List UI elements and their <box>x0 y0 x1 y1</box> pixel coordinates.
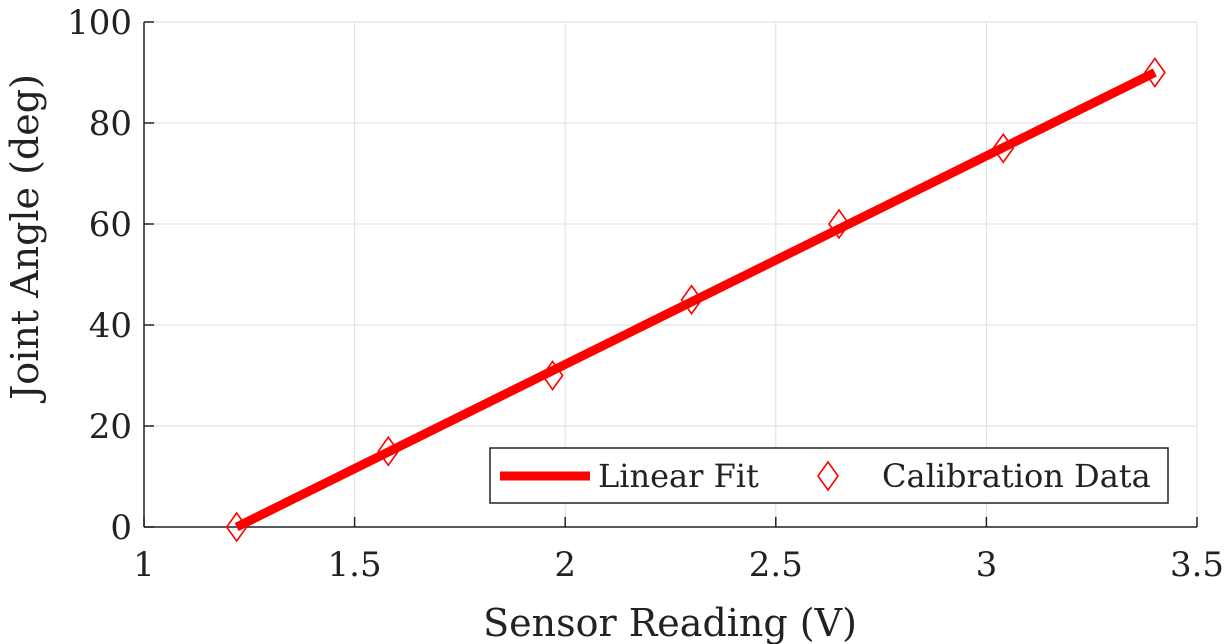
y-tick-label: 80 <box>89 104 132 144</box>
legend-diamond-icon <box>817 460 839 492</box>
data-point-diamond <box>1143 57 1166 88</box>
legend: Linear Fit Calibration Data <box>489 447 1169 504</box>
y-tick-label: 20 <box>89 407 132 447</box>
tick-marks <box>143 21 1198 528</box>
x-tick-label: 1.5 <box>328 545 382 585</box>
legend-label-calibration-data: Calibration Data <box>882 457 1151 495</box>
x-tick-label: 1 <box>133 545 155 585</box>
x-axis-label: Sensor Reading (V) <box>483 601 857 644</box>
data-point-diamond <box>827 208 850 240</box>
x-tick-label: 2.5 <box>749 545 803 585</box>
y-axis-label: Joint Angle (deg) <box>3 74 47 404</box>
data-point-diamond <box>992 132 1015 164</box>
legend-label-linear-fit: Linear Fit <box>598 457 759 495</box>
x-tick-label: 3.5 <box>1170 545 1224 585</box>
series-line-linear-fit <box>234 68 1157 532</box>
y-tick-label: 0 <box>110 508 132 548</box>
legend-box <box>489 447 1169 504</box>
data-point-diamond <box>377 435 400 467</box>
data-point-diamond <box>680 284 703 316</box>
x-tick-label: 2 <box>554 545 576 585</box>
y-tick-label: 100 <box>67 3 132 43</box>
plot-series <box>225 57 1166 543</box>
data-point-diamond <box>225 511 248 543</box>
tick-labels: 1 1.5 2 2.5 3 3.5 0 20 40 60 80 100 <box>67 3 1224 585</box>
data-point-diamond <box>541 360 564 391</box>
x-tick-label: 3 <box>976 545 998 585</box>
y-tick-label: 40 <box>89 306 132 346</box>
y-tick-label: 60 <box>89 205 132 245</box>
axes <box>143 22 1197 528</box>
